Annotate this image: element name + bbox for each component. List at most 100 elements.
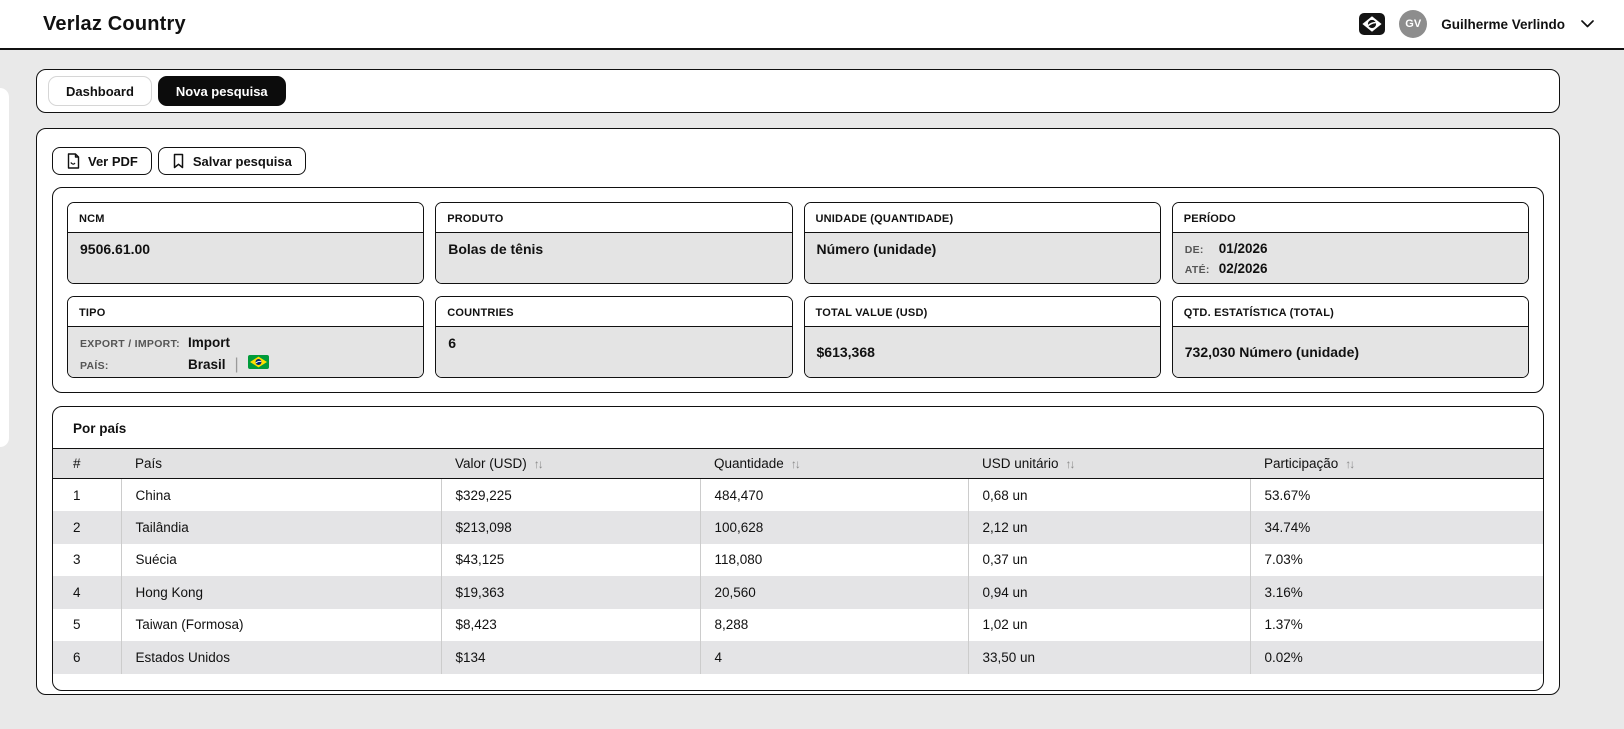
user-name: Guilherme Verlindo: [1441, 16, 1565, 32]
table-cell: $134: [440, 641, 700, 674]
column-header: País: [121, 448, 441, 479]
card-qtd-estatistica: QTD. ESTATÍSTICA (TOTAL) 732,030 Número …: [1171, 296, 1529, 378]
country-table: # País Valor (USD) ↑↓ Quantidade ↑↓ USD unitár…: [53, 448, 1543, 674]
table-cell: 0,94 un: [967, 576, 1250, 609]
main-panel: Ver PDF Salvar pesquisa NCM 9506.61.00 P…: [36, 128, 1560, 695]
card-total-value-label: TOTAL VALUE (USD): [815, 307, 928, 319]
summary-section: NCM 9506.61.00 PRODUTO Bolas de tênis UN…: [52, 187, 1544, 393]
table-head: # País Valor (USD) ↑↓ Quantidade ↑↓ USD unitár…: [53, 448, 1543, 479]
user-avatar[interactable]: GV: [1399, 10, 1428, 38]
drawer-handle[interactable]: [0, 88, 9, 447]
card-unidade: UNIDADE (QUANTIDADE) Número (unidade): [803, 202, 1161, 284]
separator: |: [234, 356, 239, 373]
top-header: Verlaz Country GV Guilherme Verlindo: [0, 0, 1624, 50]
sort-icon[interactable]: ↑↓: [790, 457, 801, 471]
app-title: Verlaz Country: [43, 12, 186, 35]
card-countries: COUNTRIES 6: [435, 296, 793, 378]
table-cell: 34.74%: [1249, 511, 1543, 544]
table-cell: 20,560: [699, 576, 968, 609]
periodo-de-label: DE:: [1184, 244, 1204, 256]
table-cell: 0.02%: [1249, 641, 1543, 674]
card-qtd-value: 732,030 Número (unidade): [1184, 344, 1360, 360]
table-cell: 3: [53, 543, 121, 576]
save-search-button[interactable]: Salvar pesquisa: [157, 147, 306, 175]
column-header[interactable]: Participação ↑↓: [1250, 448, 1543, 479]
table-cell: 1,02 un: [967, 608, 1250, 641]
table-row: 2 Tailândia $213,098 100,628 2,12 un 34.74%: [53, 511, 1543, 544]
table-cell: Estados Unidos: [120, 641, 441, 674]
table-cell: 2,12 un: [967, 511, 1250, 544]
column-header[interactable]: Quantidade ↑↓: [700, 448, 968, 479]
table-cell: 0,37 un: [967, 543, 1250, 576]
card-tipo: TIPO EXPORT / IMPORT: Import PAÍS: Brasi…: [67, 296, 425, 378]
table-cell: China: [120, 478, 441, 511]
table-title: Por país: [73, 421, 127, 436]
tabs-bar: Dashboard Nova pesquisa: [36, 69, 1560, 113]
table-cell: 2: [53, 511, 121, 544]
table-cell: 5: [53, 608, 121, 641]
table-cell: 6: [53, 641, 121, 674]
table-cell: 33,50 un: [967, 641, 1250, 674]
periodo-ate-label: ATÉ:: [1184, 264, 1210, 276]
table-cell: 1: [53, 478, 121, 511]
tab-nova-pesquisa[interactable]: Nova pesquisa: [157, 76, 286, 106]
card-unidade-label: UNIDADE (QUANTIDADE): [815, 213, 954, 225]
actions-row: Ver PDF Salvar pesquisa: [52, 147, 1544, 175]
table-cell: $43,125: [440, 543, 700, 576]
card-total-value-value: $613,368: [816, 344, 875, 360]
chevron-down-icon[interactable]: [1581, 20, 1594, 28]
bookmark-icon: [172, 153, 185, 169]
card-countries-label: COUNTRIES: [447, 307, 514, 319]
table-row: 4 Hong Kong $19,363 20,560 0,94 un 3.16%: [53, 576, 1543, 609]
table-cell: 8,288: [699, 608, 968, 641]
table-cell: Hong Kong: [120, 576, 441, 609]
table-cell: $19,363: [440, 576, 700, 609]
table-cell: 118,080: [699, 543, 968, 576]
sort-icon[interactable]: ↑↓: [533, 457, 544, 471]
tipo-flow-value: Import: [188, 335, 230, 350]
table-cell: 53.67%: [1249, 478, 1543, 511]
tab-dashboard[interactable]: Dashboard: [48, 76, 152, 106]
table-cell: 4: [699, 641, 968, 674]
table-row: 3 Suécia $43,125 118,080 0,37 un 7.03%: [53, 543, 1543, 576]
save-search-label: Salvar pesquisa: [192, 153, 292, 169]
card-qtd-label: QTD. ESTATÍSTICA (TOTAL): [1183, 307, 1334, 319]
table-cell: 0,68 un: [967, 478, 1250, 511]
periodo-ate-value: 02/2026: [1218, 261, 1268, 276]
card-tipo-label: TIPO: [79, 307, 106, 319]
card-ncm: NCM 9506.61.00: [67, 202, 425, 284]
sort-icon[interactable]: ↑↓: [1065, 457, 1076, 471]
sort-icon[interactable]: ↑↓: [1345, 457, 1355, 471]
table-cell: $329,225: [440, 478, 700, 511]
view-pdf-label: Ver PDF: [88, 153, 138, 169]
column-header: #: [53, 448, 121, 479]
table-row: 6 Estados Unidos $134 4 33,50 un 0.02%: [53, 641, 1543, 674]
card-periodo-label: PERÍODO: [1183, 213, 1236, 225]
periodo-de-value: 01/2026: [1218, 241, 1268, 256]
card-produto-label: PRODUTO: [447, 213, 504, 225]
brazil-flag-icon: [247, 355, 269, 369]
card-unidade-value: Número (unidade): [816, 241, 937, 257]
card-ncm-label: NCM: [79, 213, 105, 225]
table-cell: 100,628: [699, 511, 968, 544]
table-cell: Suécia: [120, 543, 441, 576]
table-cell: $213,098: [440, 511, 700, 544]
view-pdf-button[interactable]: Ver PDF: [52, 147, 152, 175]
column-header[interactable]: USD unitário ↑↓: [968, 448, 1250, 479]
column-header[interactable]: Valor (USD) ↑↓: [441, 448, 700, 479]
card-produto-value: Bolas de tênis: [448, 241, 544, 257]
card-ncm-value: 9506.61.00: [80, 241, 151, 257]
tipo-pais-label: PAÍS:: [80, 360, 109, 372]
by-country-section: Por país # País Valor (USD) ↑↓ Quantidade ↑↓ U…: [52, 406, 1544, 691]
tipo-pais-value: Brasil: [188, 357, 226, 372]
table-cell: 3.16%: [1249, 576, 1543, 609]
card-produto: PRODUTO Bolas de tênis: [435, 202, 793, 284]
table-cell: 4: [53, 576, 121, 609]
table-cell: Tailândia: [120, 511, 441, 544]
brazil-flag-mono-icon[interactable]: [1359, 13, 1386, 35]
table-cell: 1.37%: [1249, 608, 1543, 641]
pdf-file-icon: [66, 153, 80, 169]
table-cell: $8,423: [440, 608, 700, 641]
table-cell: 7.03%: [1249, 543, 1543, 576]
table-cell: 484,470: [699, 478, 968, 511]
